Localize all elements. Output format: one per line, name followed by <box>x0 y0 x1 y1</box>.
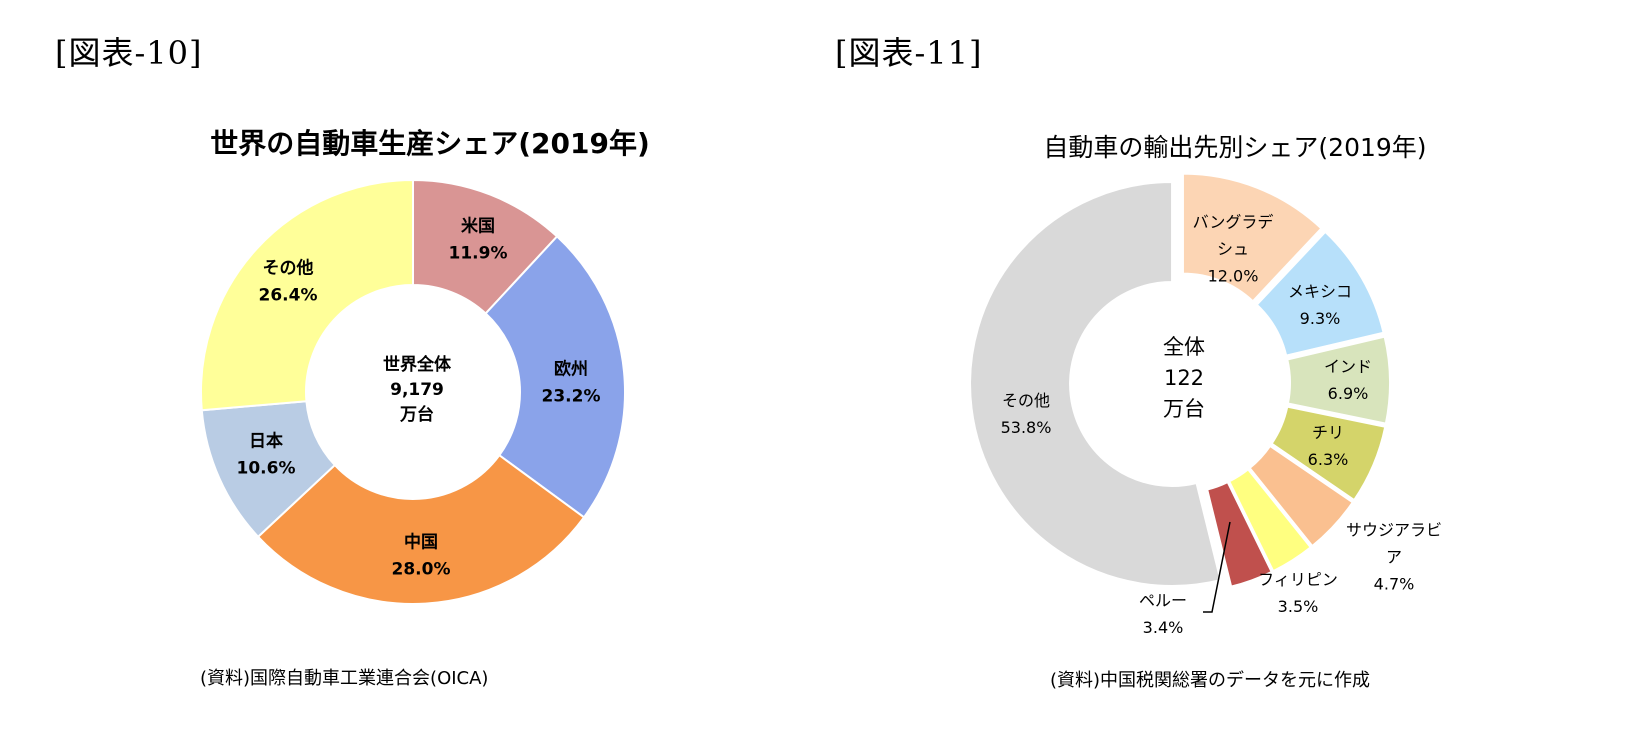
chart1-slice-label: 26.4% <box>259 286 318 306</box>
chart2-slice-2 <box>1286 335 1391 425</box>
chart1-slice-label: 日本 <box>249 431 283 452</box>
chart1-slice-label: 28.0% <box>392 560 451 580</box>
figure-label-11: [図表-11] <box>835 34 983 72</box>
chart2-slice-label: 4.7% <box>1374 575 1415 594</box>
chart2-slice-5 <box>1227 467 1313 573</box>
chart2-slice-6 <box>1205 480 1274 588</box>
chart1-slice-label: その他 <box>263 258 314 279</box>
chart1-center-label: 万台 <box>399 404 434 425</box>
chart1-source: (資料)国際自動車工業連合会(OICA) <box>200 668 489 689</box>
chart2-slice-label: その他 <box>1002 391 1050 410</box>
chart1-slice-1 <box>484 235 626 519</box>
chart2-slice-label: サウジアラビ <box>1346 521 1442 540</box>
chart1-center-label: 9,179 <box>390 380 444 400</box>
chart2-center-label: 万台 <box>1163 397 1205 421</box>
chart2-source: (資料)中国税関総署のデータを元に作成 <box>1050 670 1371 691</box>
chart1-slice-4 <box>200 178 414 412</box>
chart2-title: 自動車の輸出先別シェア(2019年) <box>1043 133 1427 162</box>
chart2-slice-label: シュ <box>1217 240 1249 259</box>
chart2-slice-label: 3.5% <box>1278 597 1319 616</box>
chart1-slice-label: 米国 <box>461 216 495 237</box>
chart2-slice-label: 3.4% <box>1143 618 1184 637</box>
chart2-slice-4 <box>1248 444 1355 548</box>
chart2-slice-label: 9.3% <box>1300 309 1341 328</box>
chart2-slice-1 <box>1255 230 1385 357</box>
chart1-slice-label: 11.9% <box>449 244 508 264</box>
chart2-slice-label: バングラデ <box>1193 213 1274 232</box>
chart2-slice-label: 12.0% <box>1208 267 1259 286</box>
chart1-slice-label: 23.2% <box>542 387 601 407</box>
chart2-slice-0 <box>1181 172 1323 303</box>
chart1-slice-2 <box>256 453 586 605</box>
chart2-slice-7 <box>969 180 1222 587</box>
chart2-slice-3 <box>1270 405 1387 502</box>
chart2-slice-label: フィリピン <box>1258 570 1338 589</box>
chart2-slice-label: ア <box>1386 548 1402 567</box>
chart2-slice-label: 6.9% <box>1328 384 1369 403</box>
chart2-slice-label: ペルー <box>1139 591 1187 610</box>
chart1-slice-label: 10.6% <box>237 459 296 479</box>
chart2-slice-label: メキシコ <box>1288 282 1352 301</box>
chart2-leader-line <box>1203 521 1231 613</box>
figure-label-10: [図表-10] <box>55 34 203 72</box>
chart2-slice-label: チリ <box>1312 423 1344 442</box>
chart1-slice-label: 欧州 <box>554 359 588 380</box>
chart1-title: 世界の自動車生産シェア(2019年) <box>210 127 650 160</box>
chart2-center-label: 122 <box>1164 366 1204 390</box>
chart1-center-label: 世界全体 <box>383 354 452 375</box>
chart2-slice-label: 6.3% <box>1308 450 1349 469</box>
chart1-slice-label: 中国 <box>404 532 438 553</box>
chart2-center-label: 全体 <box>1163 335 1205 359</box>
chart2-slice-label: 53.8% <box>1001 418 1052 437</box>
chart2-slice-label: インド <box>1324 357 1372 376</box>
